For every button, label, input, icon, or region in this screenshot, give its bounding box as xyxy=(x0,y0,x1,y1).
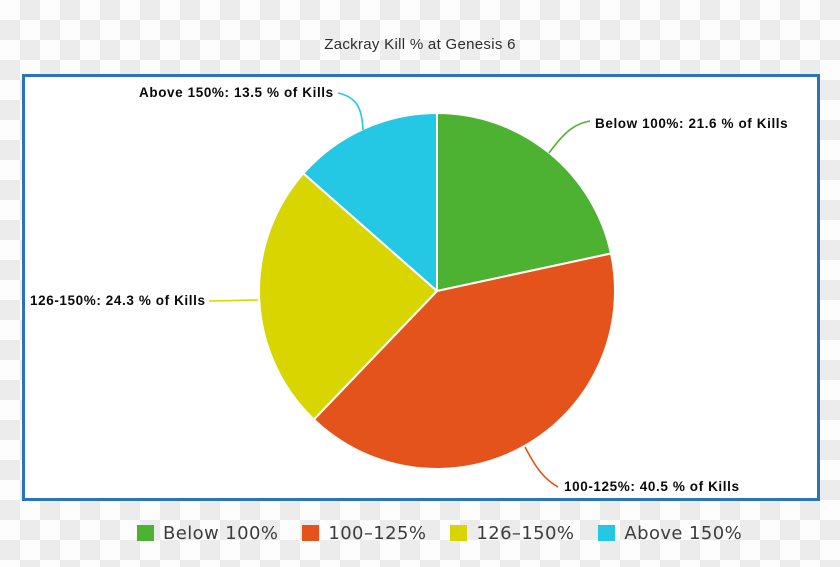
legend-item-126-150: 126–150% xyxy=(450,523,574,544)
pie-slices xyxy=(258,112,616,470)
legend-swatch-below-100 xyxy=(137,525,154,541)
legend-item-above-150: Above 150% xyxy=(598,523,742,544)
slice-label-100-125: 100-125%: 40.5 % of Kills xyxy=(564,479,740,494)
leader-line-below-100 xyxy=(548,120,591,154)
legend-label-above-150: Above 150% xyxy=(624,522,743,544)
legend-swatch-100-125 xyxy=(302,525,320,541)
legend-label-below-100: Below 100% xyxy=(163,522,279,544)
slice-label-above-150: Above 150%: 13.5 % of Kills xyxy=(139,85,334,100)
legend-label-126-150: 126–150% xyxy=(476,522,575,544)
leader-line-above-150 xyxy=(337,92,364,131)
leader-line-100-125 xyxy=(524,446,559,488)
slice-label-126-150: 126-150%: 24.3 % of Kills xyxy=(30,293,206,308)
pie-slice-100-125- xyxy=(312,252,616,470)
pie-slice-126-150- xyxy=(258,172,438,421)
legend-item-below-100: Below 100% xyxy=(137,523,278,544)
chart-title: Zackray Kill % at Genesis 6 xyxy=(324,36,516,53)
legend-item-100-125: 100–125% xyxy=(302,523,426,544)
leader-line-126-150 xyxy=(208,299,259,302)
pie-chart xyxy=(208,92,616,488)
plot-area: Above 150%: 13.5 % of Kills Below 100%: … xyxy=(22,74,820,501)
legend-swatch-above-150 xyxy=(598,525,616,541)
legend-label-100-125: 100–125% xyxy=(328,522,427,544)
legend: Below 100% 100–125% 126–150% Above 150% xyxy=(137,521,742,545)
legend-swatch-126-150 xyxy=(450,525,468,541)
slice-label-below-100: Below 100%: 21.6 % of Kills xyxy=(595,116,789,131)
